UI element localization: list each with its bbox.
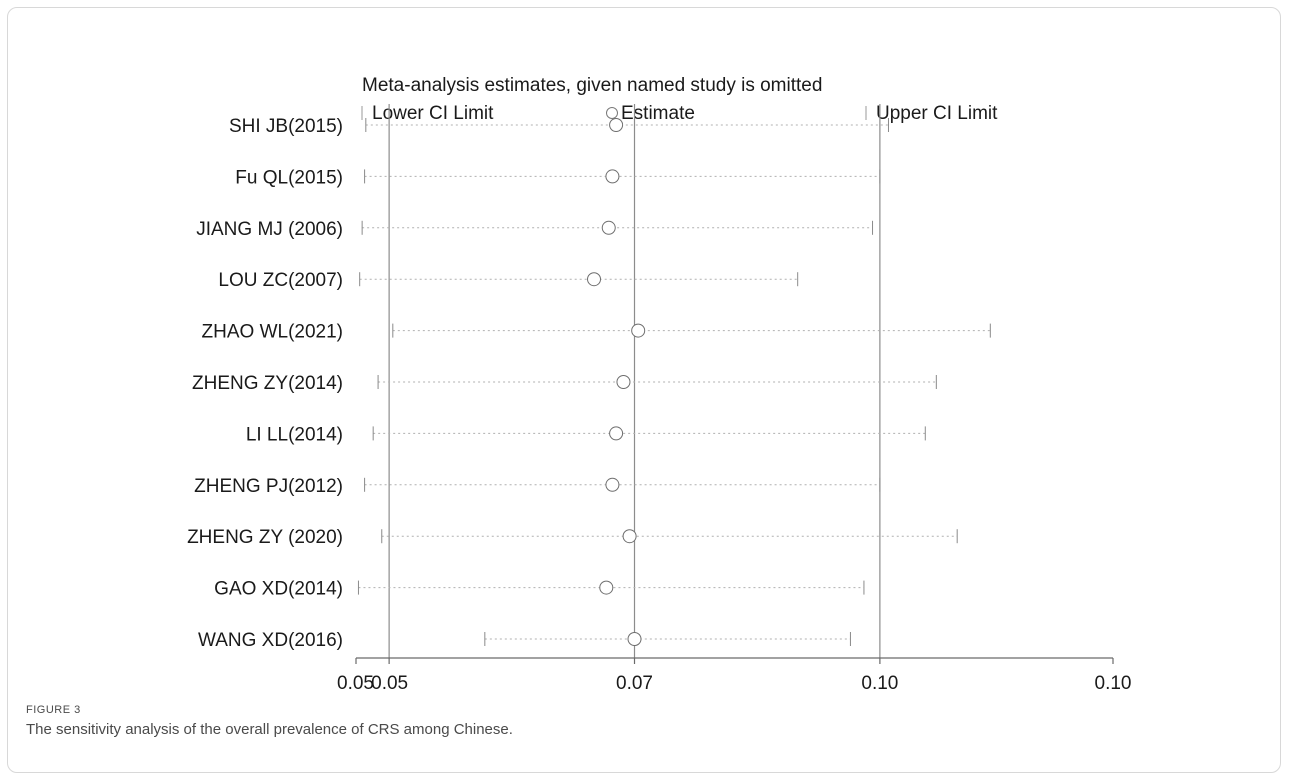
estimate-point <box>616 375 631 389</box>
study-label: SHI JB(2015) <box>229 116 343 137</box>
estimate-point <box>601 220 616 235</box>
study-label: JIANG MJ (2006) <box>196 219 343 240</box>
estimate-point <box>599 580 614 595</box>
x-tick-label: 0.10 <box>861 673 898 694</box>
estimate-point <box>631 323 646 338</box>
legend-label: Estimate <box>621 103 695 124</box>
study-label: LI LL(2014) <box>246 424 343 445</box>
legend-label: Upper CI Limit <box>876 103 998 124</box>
figure-frame <box>7 7 1281 773</box>
x-tick-label: 0.10 <box>1095 673 1132 694</box>
figure-caption: The sensitivity analysis of the overall … <box>26 721 513 738</box>
forest-plot: Meta-analysis estimates, given named stu… <box>187 75 1132 694</box>
study-label: ZHENG PJ(2012) <box>194 476 343 497</box>
estimate-point <box>605 169 620 184</box>
study-label: ZHENG ZY (2020) <box>187 527 343 548</box>
study-label: LOU ZC(2007) <box>218 270 343 291</box>
legend-label: Lower CI Limit <box>372 103 494 124</box>
legend-circle-symbol <box>606 107 618 119</box>
x-tick-label: 0.05 <box>337 673 374 694</box>
chart-title: Meta-analysis estimates, given named stu… <box>362 75 822 96</box>
figure-label: FIGURE 3 <box>26 704 81 716</box>
estimate-point <box>609 118 624 132</box>
estimate-point <box>622 529 637 544</box>
estimate-point <box>627 632 642 646</box>
study-label: GAO XD(2014) <box>214 579 343 600</box>
study-label: WANG XD(2016) <box>198 630 343 651</box>
estimate-point <box>605 477 620 492</box>
estimate-point <box>587 272 602 287</box>
x-tick-label: 0.07 <box>616 673 653 694</box>
study-label: ZHAO WL(2021) <box>202 322 343 343</box>
study-label: ZHENG ZY(2014) <box>192 373 343 394</box>
estimate-point <box>609 426 624 441</box>
study-label: Fu QL(2015) <box>235 167 343 188</box>
x-tick-label: 0.05 <box>371 673 408 694</box>
